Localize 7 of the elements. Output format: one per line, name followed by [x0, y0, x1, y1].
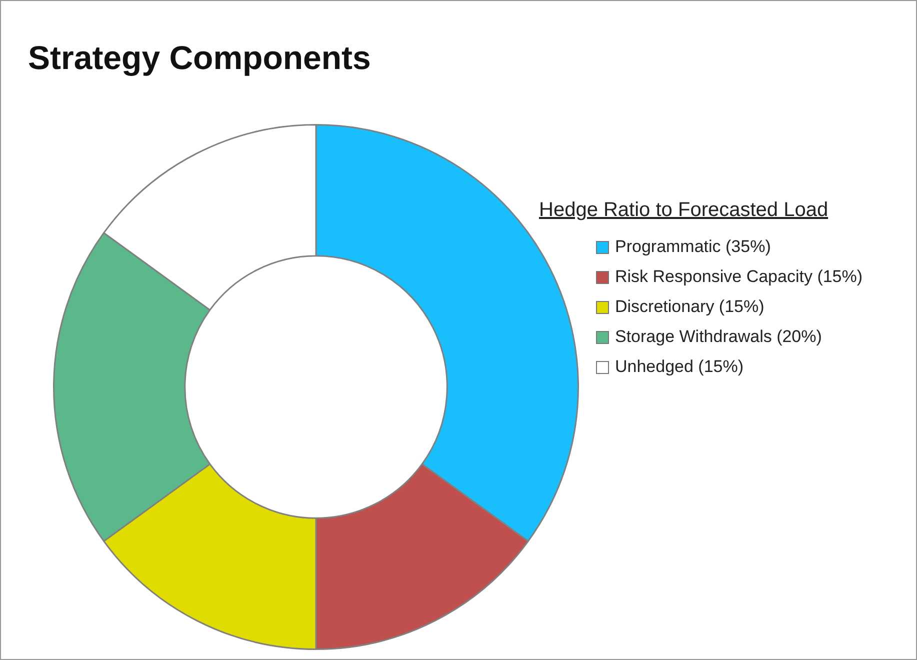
- chart-title: Strategy Components: [28, 39, 371, 77]
- legend-label: Discretionary (15%): [615, 297, 764, 317]
- legend-label: Programmatic (35%): [615, 237, 771, 257]
- legend-label: Storage Withdrawals (20%): [615, 327, 822, 347]
- legend-label: Risk Responsive Capacity (15%): [615, 267, 863, 287]
- legend-label: Unhedged (15%): [615, 357, 744, 377]
- legend-title: Hedge Ratio to Forecasted Load: [539, 199, 830, 222]
